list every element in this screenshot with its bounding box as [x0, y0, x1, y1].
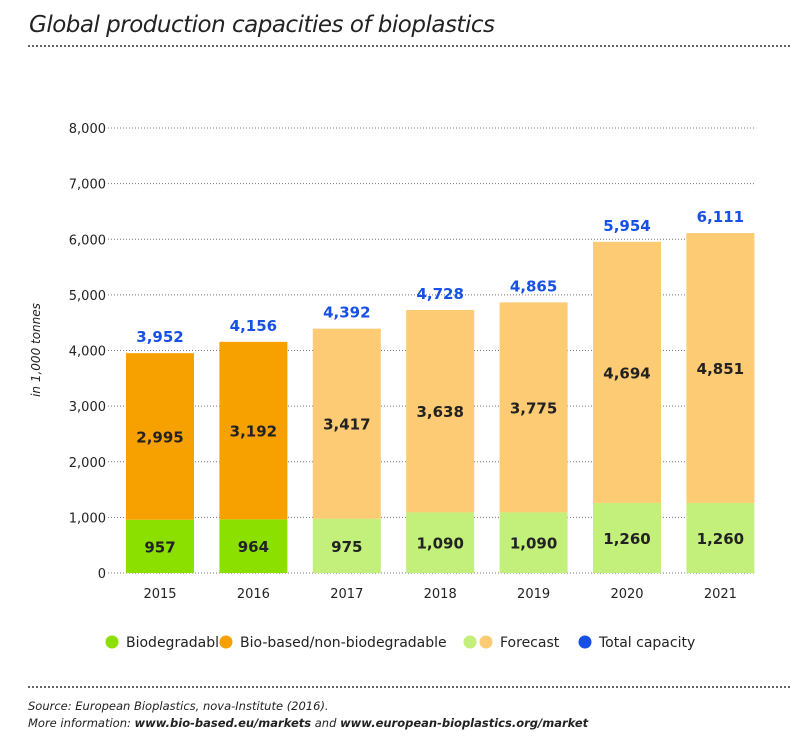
- bar-biodegradable: [499, 512, 568, 573]
- bar-chart: 0 1,000 2,000 3,000 4,000 5,000 6,000 7,000 8,00…: [29, 122, 755, 651]
- total-value-label: 3,952: [136, 328, 183, 346]
- total-value-label: 4,156: [230, 317, 277, 335]
- biobased-value-label: 2,995: [136, 428, 183, 446]
- x-tick-label: 2019: [517, 587, 550, 602]
- bar-biodegradable: [593, 502, 661, 573]
- y-tick-label: 7,000: [69, 178, 106, 193]
- link-bio-based[interactable]: www.bio-based.eu/markets: [134, 716, 312, 730]
- biodegradable-value-label: 1,090: [416, 535, 463, 553]
- source-text: Source: European Bioplastics, nova-Insti…: [28, 699, 329, 713]
- biobased-value-label: 3,417: [323, 416, 370, 434]
- y-tick-label: 1,000: [69, 511, 106, 526]
- more-info-prefix: More information:: [28, 716, 135, 730]
- biodegradable-value-label: 964: [238, 538, 269, 556]
- x-tick-label: 2018: [424, 587, 457, 602]
- biobased-value-label: 3,192: [230, 423, 277, 441]
- bar-biodegradable: [126, 519, 194, 573]
- bar-biodegradable: [406, 512, 475, 573]
- x-tick-label: 2017: [330, 587, 363, 602]
- legend-swatch-icon: [105, 635, 119, 649]
- biodegradable-value-label: 1,260: [697, 530, 744, 548]
- x-tick-label: 2021: [704, 587, 737, 602]
- total-value-label: 4,865: [510, 277, 557, 295]
- biodegradable-value-label: 957: [144, 538, 175, 556]
- bar-biobased: [499, 302, 568, 513]
- bar-biodegradable: [312, 518, 381, 573]
- total-value-label: 5,954: [603, 217, 650, 235]
- y-tick-label: 6,000: [69, 233, 106, 248]
- biobased-value-label: 3,775: [510, 399, 557, 417]
- y-tick-label: 8,000: [69, 122, 106, 137]
- total-value-label: 4,728: [416, 285, 463, 303]
- legend-label: Forecast: [500, 635, 560, 651]
- y-tick-label: 0: [98, 567, 106, 582]
- bar-biobased: [312, 328, 381, 519]
- bar-biodegradable: [686, 502, 755, 573]
- legend-label: Biodegradable: [126, 635, 228, 651]
- legend-swatch-icon: [219, 635, 233, 649]
- y-tick-label: 4,000: [69, 345, 106, 360]
- more-info: More information: www.bio-based.eu/marke…: [28, 716, 588, 730]
- y-tick-label: 2,000: [69, 456, 106, 471]
- y-tick-label: 5,000: [69, 289, 106, 304]
- bar-biobased: [406, 310, 475, 513]
- more-info-and: and: [311, 716, 341, 730]
- biodegradable-value-label: 1,260: [603, 530, 650, 548]
- legend-swatch-icon: [578, 635, 592, 649]
- x-tick-label: 2016: [237, 587, 270, 602]
- biobased-value-label: 4,694: [603, 364, 650, 382]
- biobased-value-label: 4,851: [697, 360, 744, 378]
- biodegradable-value-label: 1,090: [510, 535, 557, 553]
- legend-swatch-icon: [479, 635, 493, 649]
- bar-biobased: [126, 353, 194, 520]
- chart-title: Global production capacities of bioplast…: [29, 12, 495, 38]
- bar-biodegradable: [219, 519, 288, 573]
- title-divider: [28, 45, 790, 47]
- source-divider: [28, 686, 790, 688]
- x-tick-label: 2015: [143, 587, 176, 602]
- total-value-label: 4,392: [323, 304, 370, 322]
- bar-biobased: [593, 241, 661, 503]
- y-axis-label: in 1,000 tonnes: [29, 303, 43, 397]
- total-value-label: 6,111: [697, 208, 744, 226]
- x-tick-label: 2020: [610, 587, 643, 602]
- bar-biobased: [219, 341, 288, 520]
- legend-label: Total capacity: [598, 635, 695, 651]
- biobased-value-label: 3,638: [416, 403, 463, 421]
- bar-biobased: [686, 233, 755, 503]
- y-tick-label: 3,000: [69, 400, 106, 415]
- legend-swatch-icon: [463, 635, 477, 649]
- biodegradable-value-label: 975: [331, 538, 362, 556]
- link-european-bioplastics[interactable]: www.european-bioplastics.org/market: [340, 716, 589, 730]
- legend-label: Bio-based/non-biodegradable: [240, 635, 447, 651]
